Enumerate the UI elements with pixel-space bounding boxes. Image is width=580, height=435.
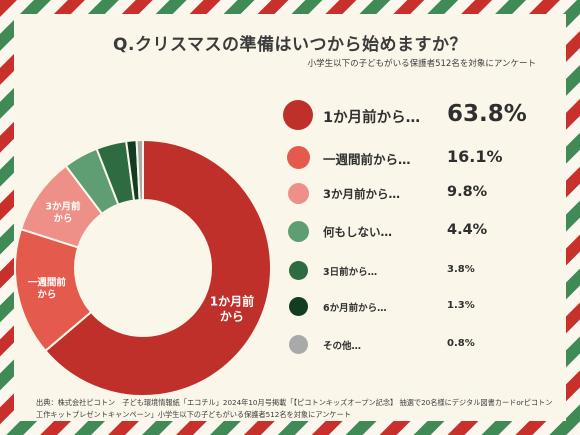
legend-label-6: 6か月前から… <box>323 303 387 315</box>
chart-title: Q.クリスマスの準備はいつから始めますか？ <box>113 35 467 55</box>
legend-swatch-3 <box>287 182 309 204</box>
legend-swatch-2 <box>286 145 310 169</box>
legend-label-5: 3日前から… <box>323 267 378 279</box>
slice-label-1: 1か月前から <box>210 294 254 324</box>
legend-swatch-1 <box>283 100 313 130</box>
legend-label-3: 3か月前から… <box>323 186 401 201</box>
legend-label-1: 1か月前から… <box>323 110 421 126</box>
source-note: 出典：株式会社ピコトン 子ども環境情報紙「エコチル」2024年10月号掲載「【ピ… <box>36 398 553 419</box>
legend-swatch-7 <box>288 334 308 354</box>
legend-swatch-4 <box>287 220 309 242</box>
slice-7 <box>135 138 144 202</box>
chart-subtitle: 小学生以下の子どもがいる保護者512名を対象にアンケート <box>307 59 536 69</box>
legend-value-3: 9.8% <box>447 184 488 200</box>
slice-1 <box>43 138 272 397</box>
legend-label-2: 一週間前から… <box>323 152 411 168</box>
legend-label-7: その他… <box>323 341 362 353</box>
legend-value-1: 63.8% <box>447 100 527 127</box>
legend-value-6: 1.3% <box>447 299 475 311</box>
legend-value-2: 16.1% <box>447 147 503 167</box>
legend-value-4: 4.4% <box>447 222 488 238</box>
slice-label-2: 一週間前から <box>28 276 67 300</box>
legend-swatch-5 <box>288 260 308 280</box>
legend-label-4: 何もしない… <box>323 224 392 239</box>
legend-value-5: 3.8% <box>447 263 475 275</box>
slice-label-3: 3か月前から <box>45 200 81 224</box>
legend-swatch-6 <box>288 296 308 316</box>
legend-value-7: 0.8% <box>447 337 475 349</box>
